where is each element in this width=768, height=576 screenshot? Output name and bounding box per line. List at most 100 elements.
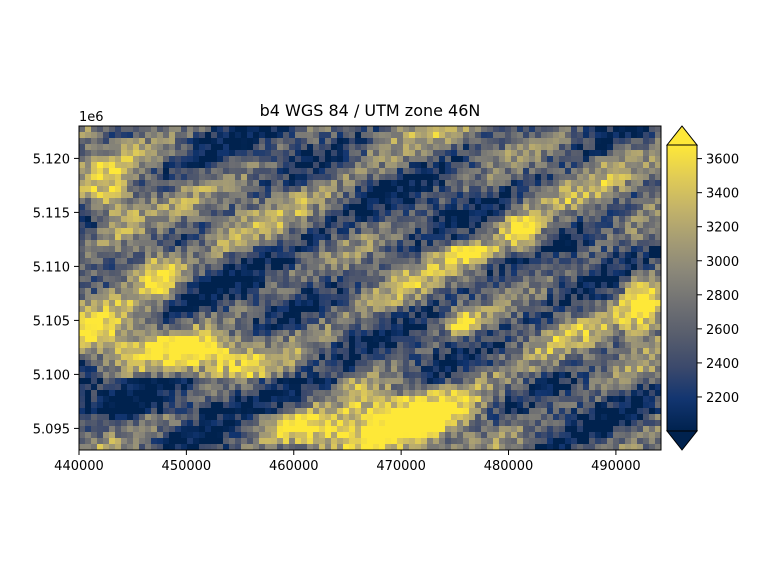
raster-cell <box>505 144 511 150</box>
raster-cell <box>205 132 211 138</box>
raster-cell <box>595 222 601 228</box>
raster-cell <box>589 402 595 408</box>
raster-cell <box>499 312 505 318</box>
raster-cell <box>493 198 499 204</box>
raster-cell <box>649 420 655 426</box>
raster-cell <box>595 378 601 384</box>
raster-cell <box>487 420 493 426</box>
raster-cell <box>289 210 295 216</box>
raster-cell <box>571 168 577 174</box>
raster-cell <box>307 282 313 288</box>
raster-cell <box>517 288 523 294</box>
raster-cell <box>511 396 517 402</box>
raster-cell <box>619 192 625 198</box>
raster-cell <box>529 258 535 264</box>
raster-cell <box>253 306 259 312</box>
raster-cell <box>199 408 205 414</box>
raster-cell <box>145 174 151 180</box>
raster-cell <box>535 402 541 408</box>
raster-cell <box>241 354 247 360</box>
raster-cell <box>595 414 601 420</box>
raster-cell <box>655 306 661 312</box>
raster-cell <box>79 282 85 288</box>
raster-cell <box>469 366 475 372</box>
raster-cell <box>451 216 457 222</box>
raster-cell <box>553 246 559 252</box>
raster-cell <box>205 360 211 366</box>
raster-cell <box>235 420 241 426</box>
raster-cell <box>553 360 559 366</box>
raster-cell <box>175 408 181 414</box>
raster-cell <box>289 186 295 192</box>
raster-cell <box>313 192 319 198</box>
raster-cell <box>283 180 289 186</box>
raster-cell <box>127 258 133 264</box>
raster-cell <box>271 198 277 204</box>
raster-cell <box>427 186 433 192</box>
raster-cell <box>133 156 139 162</box>
raster-cell <box>361 312 367 318</box>
raster-cell <box>337 138 343 144</box>
raster-cell <box>229 288 235 294</box>
raster-cell <box>325 144 331 150</box>
raster-cell <box>247 348 253 354</box>
raster-cell <box>151 186 157 192</box>
raster-cell <box>109 210 115 216</box>
raster-cell <box>631 354 637 360</box>
raster-cell <box>199 132 205 138</box>
raster-cell <box>253 330 259 336</box>
raster-cell <box>409 228 415 234</box>
raster-cell <box>103 222 109 228</box>
raster-cell <box>559 270 565 276</box>
raster-cell <box>631 288 637 294</box>
raster-cell <box>193 318 199 324</box>
raster-cell <box>229 258 235 264</box>
raster-cell <box>313 222 319 228</box>
raster-cell <box>499 132 505 138</box>
raster-cell <box>133 408 139 414</box>
raster-cell <box>613 390 619 396</box>
raster-cell <box>301 354 307 360</box>
raster-cell <box>265 222 271 228</box>
raster-cell <box>505 402 511 408</box>
raster-cell <box>421 342 427 348</box>
raster-cell <box>541 342 547 348</box>
raster-cell <box>103 270 109 276</box>
raster-cell <box>229 228 235 234</box>
raster-cell <box>499 366 505 372</box>
raster-cell <box>235 342 241 348</box>
raster-cell <box>559 372 565 378</box>
raster-cell <box>331 210 337 216</box>
raster-cell <box>421 138 427 144</box>
raster-cell <box>547 294 553 300</box>
raster-cell <box>253 360 259 366</box>
raster-cell <box>619 228 625 234</box>
raster-cell <box>157 138 163 144</box>
raster-cell <box>427 390 433 396</box>
raster-cell <box>295 204 301 210</box>
raster-cell <box>625 192 631 198</box>
raster-cell <box>223 408 229 414</box>
raster-cell <box>127 384 133 390</box>
raster-cell <box>595 204 601 210</box>
raster-cell <box>643 408 649 414</box>
raster-cell <box>145 246 151 252</box>
raster-cell <box>319 240 325 246</box>
raster-cell <box>433 390 439 396</box>
raster-cell <box>223 132 229 138</box>
raster-cell <box>451 384 457 390</box>
raster-cell <box>559 162 565 168</box>
raster-cell <box>271 180 277 186</box>
raster-cell <box>253 378 259 384</box>
raster-cell <box>313 276 319 282</box>
raster-cell <box>517 396 523 402</box>
raster-cell <box>571 414 577 420</box>
raster-cell <box>367 288 373 294</box>
raster-cell <box>625 378 631 384</box>
raster-cell <box>259 288 265 294</box>
raster-cell <box>583 414 589 420</box>
raster-cell <box>397 360 403 366</box>
raster-cell <box>379 420 385 426</box>
raster-cell <box>523 408 529 414</box>
raster-cell <box>373 258 379 264</box>
